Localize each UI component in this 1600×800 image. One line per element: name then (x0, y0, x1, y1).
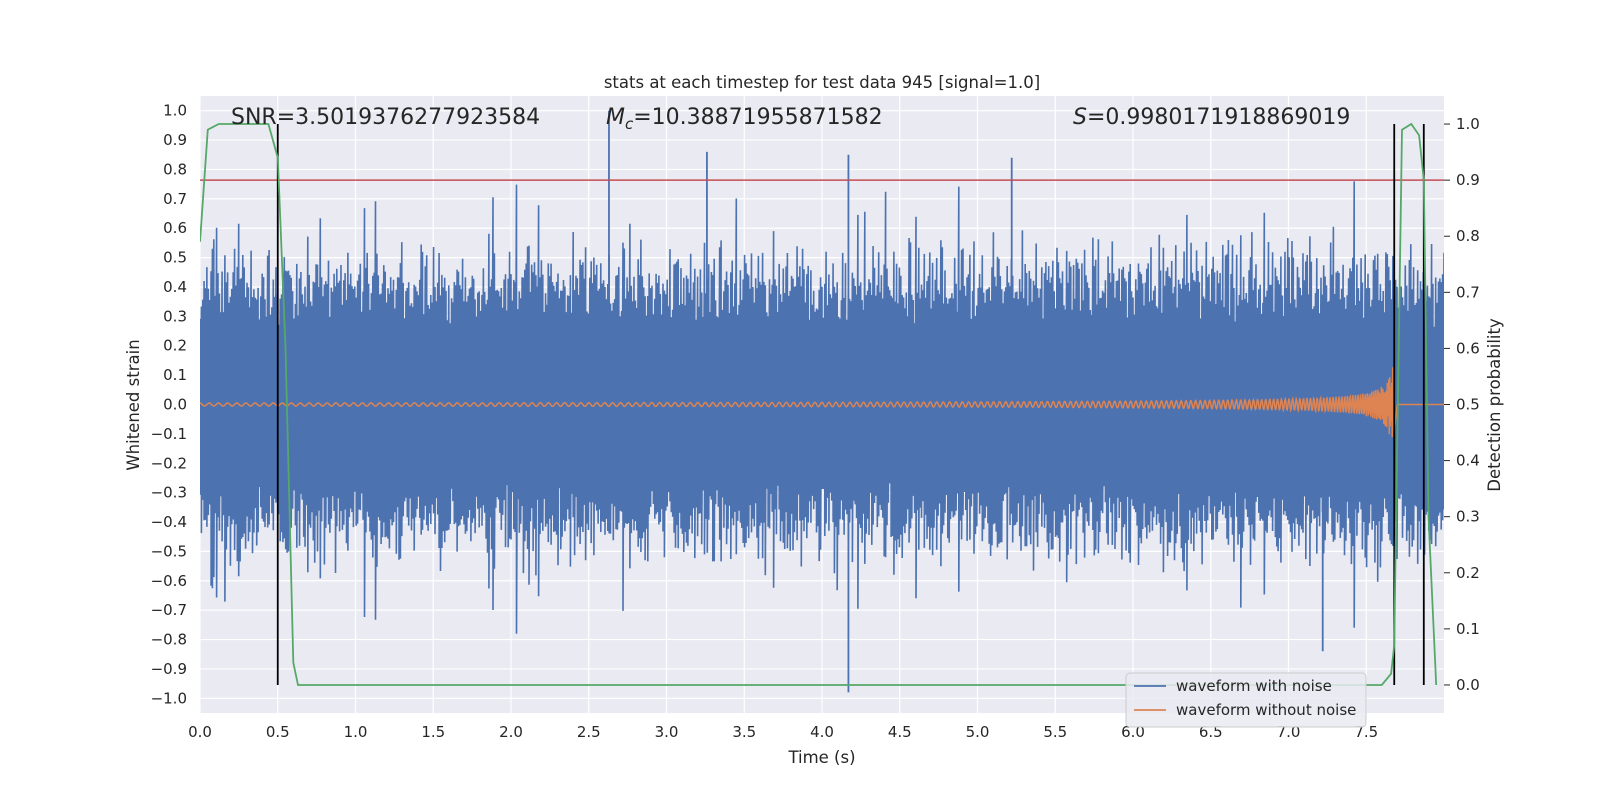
y2-tick-label: 0.2 (1456, 564, 1480, 582)
y2-tick-label: 0.5 (1456, 396, 1480, 414)
y-tick-label: 1.0 (163, 102, 187, 120)
y2-tick-label: 0.7 (1456, 283, 1480, 301)
y-axis-ticks: 1.0 0.9 0.8 0.7 0.6 0.5 0.4 0.3 0.2 0.1 0.0 −0.1 −0.… (151, 102, 187, 708)
y-tick-label: 0.2 (163, 337, 187, 355)
y-tick-label: −0.4 (151, 513, 187, 531)
x-tick-label: 0.0 (188, 723, 212, 741)
x-tick-label: 2.5 (577, 723, 601, 741)
y2-tick-label: 0.4 (1456, 452, 1480, 470)
y-tick-label: −0.3 (151, 484, 187, 502)
y-tick-label: 0.8 (163, 160, 187, 178)
y-tick-label: −0.9 (151, 660, 187, 678)
y-tick-label: −1.0 (151, 689, 187, 707)
y-tick-label: 0.6 (163, 219, 187, 237)
legend-box (1125, 672, 1367, 728)
legend: waveform with noise waveform without noi… (1125, 672, 1367, 728)
y2-tick-label: 0.0 (1456, 676, 1480, 694)
x-tick-label: 3.5 (732, 723, 756, 741)
series-detection-probability (200, 122, 1438, 686)
x-tick-label: 1.0 (344, 723, 368, 741)
y2-tick-label: 0.1 (1456, 620, 1480, 638)
y2-tick-label: 1.0 (1456, 115, 1480, 133)
snr-annotation: SNR=3.5019376277923584 (231, 105, 540, 130)
y2-tick-label: 0.3 (1456, 508, 1480, 526)
y2-tick-label: 0.6 (1456, 339, 1480, 357)
y-tick-label: −0.2 (151, 454, 187, 472)
legend-label-waveform-without-noise: waveform without noise (1176, 701, 1356, 719)
y-tick-label: −0.5 (151, 542, 187, 560)
legend-label-waveform-with-noise: waveform with noise (1176, 677, 1332, 695)
y2-axis-label: Detection probability (1485, 318, 1504, 492)
y-axis-label: Whitened strain (124, 339, 143, 470)
x-tick-label: 3.0 (655, 723, 679, 741)
series-waveform-without-noise (200, 367, 1444, 438)
y-tick-label: 0.0 (163, 396, 187, 414)
y-tick-label: −0.1 (151, 425, 187, 443)
y-tick-label: 0.9 (163, 131, 187, 149)
y-tick-label: −0.6 (151, 572, 187, 590)
x-tick-label: 5.0 (966, 723, 990, 741)
y2-tick-label: 0.9 (1456, 171, 1480, 189)
x-axis-label: Time (s) (787, 748, 855, 767)
y-tick-label: 0.4 (163, 278, 187, 296)
x-tick-label: 4.0 (810, 723, 834, 741)
chirp-mass-annotation: Mc=10.38871955871582 (606, 105, 883, 133)
y-tick-label: 0.5 (163, 249, 187, 267)
y-tick-label: 0.3 (163, 307, 187, 325)
x-tick-label: 2.0 (499, 723, 523, 741)
series-waveform-with-noise (200, 181, 1444, 634)
y2-tick-label: 0.8 (1456, 227, 1480, 245)
score-annotation: S=0.9980171918869019 (1073, 105, 1350, 130)
plot-content (200, 110, 1444, 693)
y-tick-label: 0.1 (163, 366, 187, 384)
y-tick-label: 0.7 (163, 190, 187, 208)
x-tick-label: 5.5 (1043, 723, 1067, 741)
x-tick-label: 0.5 (266, 723, 290, 741)
x-tick-label: 1.5 (421, 723, 445, 741)
chart-title: stats at each timestep for test data 945… (604, 73, 1040, 92)
y-tick-label: −0.7 (151, 601, 187, 619)
y-tick-label: −0.8 (151, 631, 187, 649)
x-tick-label: 4.5 (888, 723, 912, 741)
noise-spikes (608, 110, 1324, 693)
y2-axis-ticks: 1.0 0.9 0.8 0.7 0.6 0.5 0.4 0.3 0.2 0.1 0.0 (1444, 115, 1480, 694)
